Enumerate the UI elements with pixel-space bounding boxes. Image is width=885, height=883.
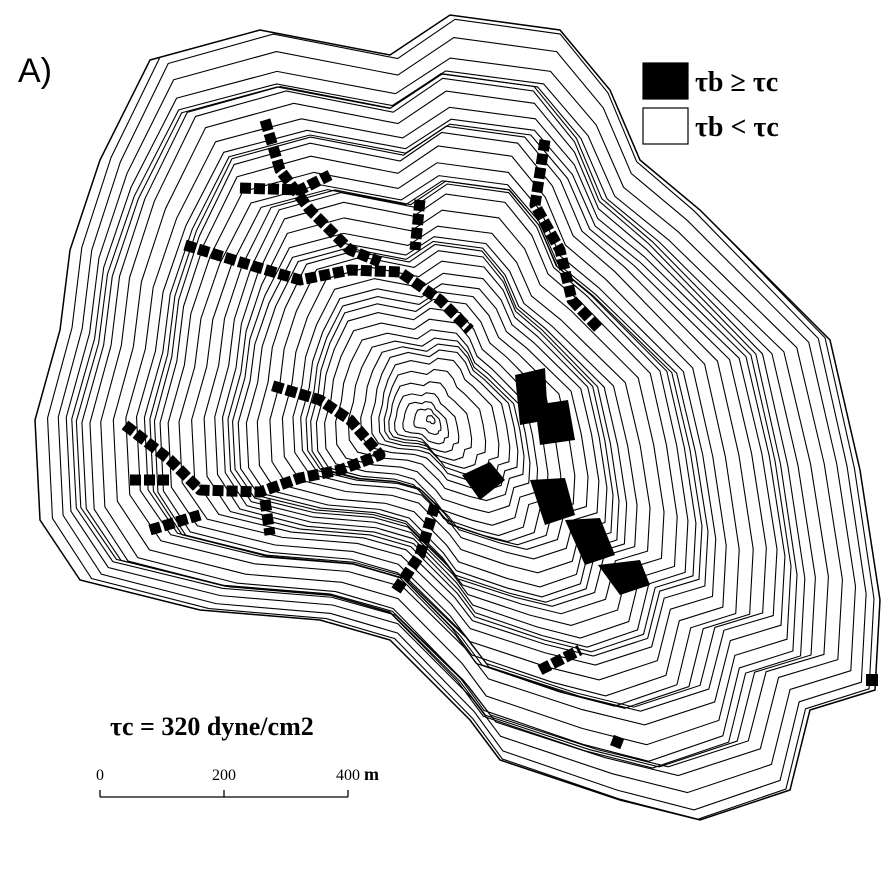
legend-swatch	[643, 108, 688, 144]
contour-line	[137, 119, 778, 711]
legend: τb ≥ τc τb < τc	[643, 63, 779, 144]
block	[535, 400, 575, 445]
scale-tick-label: 0	[96, 767, 104, 784]
channel	[415, 200, 420, 250]
legend-swatch	[643, 63, 688, 99]
block	[565, 518, 615, 565]
contour-line	[154, 133, 739, 707]
legend-label: τb ≥ τc	[695, 67, 778, 98]
contour-line	[403, 402, 449, 444]
page: A) τb ≥ τc τb < τc τc = 320 dyne/cm2 0 200…	[0, 0, 885, 883]
contour-line	[150, 126, 753, 708]
contour-line	[101, 78, 797, 761]
map: A) τb ≥ τc τb < τc τc = 320 dyne/cm2 0 200…	[0, 0, 885, 883]
scale-unit: m	[364, 764, 379, 784]
channel	[612, 740, 625, 745]
scale-tick-label: 200	[212, 767, 236, 784]
threshold-label: τc = 320 dyne/cm2	[110, 712, 314, 741]
block	[462, 462, 505, 500]
block	[598, 560, 650, 595]
legend-label: τb < τc	[695, 112, 779, 143]
channel	[265, 500, 270, 535]
channel	[150, 515, 200, 530]
panel-label: A)	[18, 52, 52, 90]
contour-line	[427, 416, 435, 424]
block	[866, 674, 878, 686]
scale-tick-label: 400	[336, 767, 360, 784]
